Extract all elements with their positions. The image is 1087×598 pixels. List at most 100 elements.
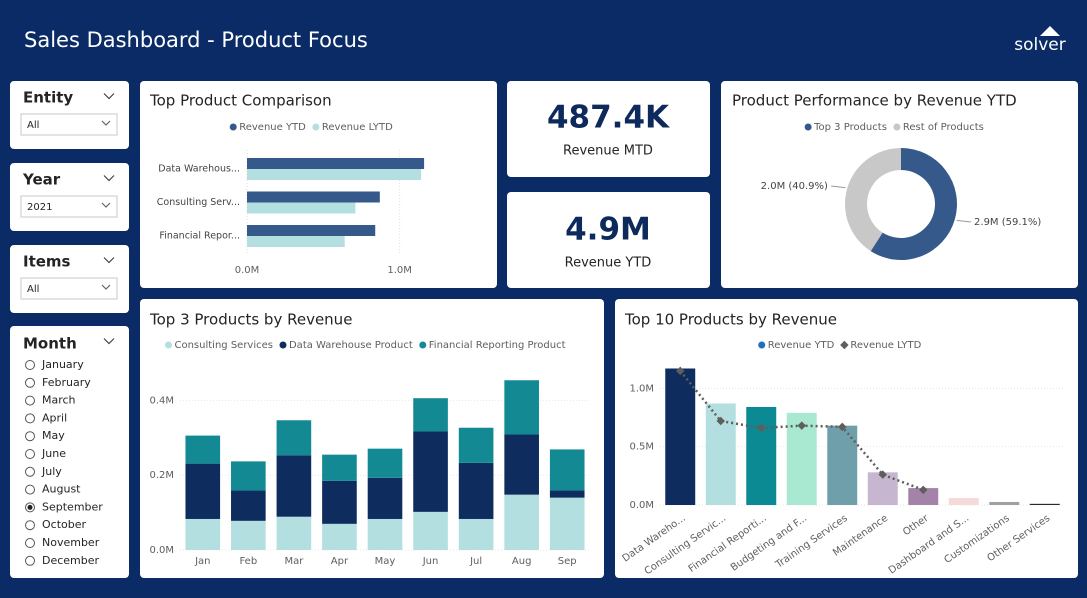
chevron <box>101 202 111 208</box>
bar <box>989 501 1020 505</box>
radio[interactable] <box>25 449 35 459</box>
legend-marker <box>279 341 287 349</box>
chart-title: Product Performance by Revenue YTD <box>732 92 1017 110</box>
y-tick-label: Consulting Serv... <box>157 197 240 208</box>
legend-label: Top 3 Products <box>813 122 887 133</box>
radio[interactable] <box>25 377 35 388</box>
y-tick-label: 0.2M <box>149 470 174 481</box>
bar <box>1029 503 1060 505</box>
legend-label: Revenue LYTD <box>850 340 921 351</box>
bar <box>413 511 448 550</box>
kpi-label: Revenue YTD <box>565 256 652 271</box>
radio[interactable] <box>25 520 35 531</box>
radio[interactable] <box>25 555 35 566</box>
bar <box>231 490 266 521</box>
bar <box>276 420 312 456</box>
y-tick-label: Data Warehous... <box>158 164 240 175</box>
x-tick-label: 1.0M <box>387 265 412 276</box>
kpi-value: 4.9M <box>565 212 651 248</box>
bar <box>185 435 221 464</box>
chevron <box>103 175 115 182</box>
line-marker <box>797 421 806 430</box>
bar <box>746 407 777 505</box>
dropdown[interactable] <box>20 277 118 300</box>
chevron <box>103 338 115 345</box>
legend-label: Data Warehouse Product <box>289 340 413 351</box>
month-slicer-card <box>10 326 129 578</box>
bar <box>276 516 312 550</box>
radio[interactable] <box>25 466 35 477</box>
bar <box>185 463 221 519</box>
donut-slice <box>870 148 958 261</box>
bar <box>276 455 312 517</box>
bar <box>231 461 266 491</box>
dropdown-value: All <box>27 120 39 131</box>
y-tick-label: 0.5M <box>629 442 654 453</box>
chevron <box>103 93 115 100</box>
bar <box>247 158 425 169</box>
line-marker <box>676 366 685 376</box>
legend-marker <box>312 123 320 131</box>
x-tick-label: Sep <box>558 556 577 567</box>
radio[interactable] <box>25 431 35 442</box>
bar <box>322 523 357 550</box>
month-option: December <box>42 554 100 567</box>
bar <box>458 427 494 463</box>
dropdown[interactable] <box>20 195 118 218</box>
month-option: August <box>42 483 81 496</box>
x-tick-label: Aug <box>512 556 532 567</box>
bar <box>549 497 585 550</box>
kpi-card <box>507 81 710 177</box>
month-option: July <box>41 465 62 478</box>
month-option: October <box>42 518 86 531</box>
bar <box>504 380 539 435</box>
legend-label: Rest of Products <box>903 122 984 133</box>
bar <box>504 494 539 550</box>
line-marker <box>716 416 725 426</box>
radio[interactable] <box>25 484 35 495</box>
leader-line <box>830 185 846 189</box>
legend-marker <box>893 123 901 131</box>
dropdown-value: 2021 <box>27 202 52 213</box>
slicer-title: Month <box>23 335 77 353</box>
radio[interactable] <box>25 360 35 370</box>
data-label: 2.9M (59.1%) <box>974 217 1041 228</box>
bar <box>367 448 403 478</box>
line-marker <box>878 470 887 479</box>
radio[interactable] <box>25 538 35 548</box>
month-option: February <box>42 376 91 389</box>
x-tick-label: Apr <box>331 556 349 567</box>
legend-marker <box>840 340 849 350</box>
bar <box>247 236 345 247</box>
bar <box>948 498 979 505</box>
legend-marker <box>164 341 172 349</box>
bar <box>549 449 585 491</box>
legend-marker <box>758 341 766 349</box>
radio[interactable] <box>25 395 35 406</box>
chart-title: Top 10 Products by Revenue <box>624 311 837 329</box>
chart-title: Top 3 Products by Revenue <box>149 311 352 329</box>
chevron <box>101 120 111 126</box>
legend-marker <box>229 123 237 131</box>
line-marker <box>919 485 928 495</box>
bar <box>367 477 403 519</box>
dropdown[interactable] <box>20 113 118 136</box>
x-tick-label: May <box>375 556 396 567</box>
y-tick-label: 1.0M <box>629 383 654 394</box>
chart-card <box>140 81 497 288</box>
legend-label: Financial Reporting Product <box>429 340 566 351</box>
bar <box>367 518 403 550</box>
slicer-title: Entity <box>23 89 73 107</box>
kpi-label: Revenue MTD <box>563 144 653 159</box>
y-tick-label: 0.4M <box>149 395 174 406</box>
slicer-title: Items <box>23 253 71 271</box>
chevron <box>103 257 115 264</box>
bar <box>247 169 422 180</box>
x-tick-label: Feb <box>239 556 257 567</box>
radio[interactable] <box>25 413 35 424</box>
bar <box>827 425 858 505</box>
month-option: January <box>41 358 84 371</box>
legend-label: Revenue YTD <box>239 122 306 133</box>
bar <box>322 454 357 481</box>
